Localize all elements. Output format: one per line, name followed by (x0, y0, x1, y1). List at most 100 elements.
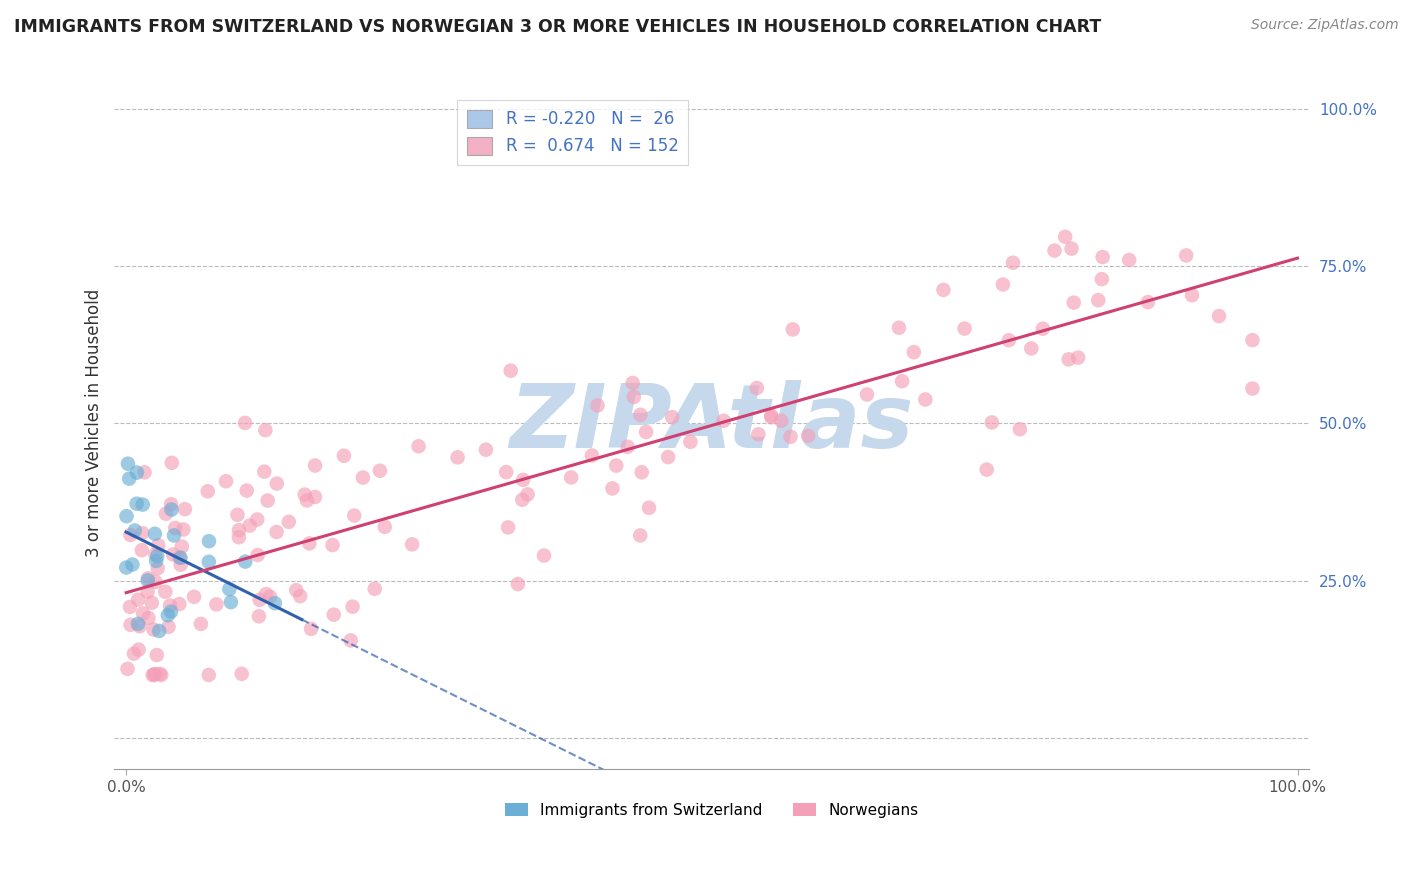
Point (165, 521, 187, 535)
Point (134, 466, 156, 480)
Point (160, 456, 183, 470)
Point (198, 534, 221, 549)
Point (122, 647, 145, 661)
Point (623, 390, 645, 404)
Point (621, 376, 644, 390)
Point (127, 616, 149, 631)
Point (342, 599, 364, 614)
Point (605, 458, 627, 473)
Point (163, 528, 186, 542)
Point (190, 616, 212, 631)
Point (1054, 230, 1077, 244)
Point (266, 524, 288, 539)
Point (856, 387, 879, 401)
Point (304, 458, 326, 473)
Point (998, 333, 1021, 347)
Point (797, 429, 820, 443)
Point (142, 668, 165, 682)
Point (256, 493, 278, 508)
Point (602, 482, 624, 496)
Point (560, 470, 582, 484)
Point (131, 498, 153, 512)
Point (228, 530, 250, 544)
Point (124, 524, 146, 538)
Point (1032, 321, 1054, 335)
Point (285, 583, 308, 598)
Point (408, 439, 430, 453)
Point (496, 520, 519, 534)
Point (304, 490, 326, 504)
Point (914, 392, 936, 407)
Point (246, 512, 269, 526)
Point (1001, 256, 1024, 270)
Point (239, 518, 262, 533)
Point (121, 558, 143, 572)
Point (259, 590, 281, 604)
Point (343, 508, 366, 523)
Point (120, 617, 142, 632)
Point (115, 560, 138, 574)
Point (254, 587, 277, 601)
Point (136, 584, 159, 599)
Point (953, 321, 976, 335)
Point (169, 550, 191, 565)
Point (235, 483, 257, 498)
Point (1241, 382, 1264, 396)
Legend: Immigrants from Switzerland, Norwegians: Immigrants from Switzerland, Norwegians (499, 797, 925, 824)
Point (533, 549, 555, 563)
Point (160, 497, 183, 511)
Point (630, 465, 652, 479)
Point (770, 414, 793, 428)
Point (128, 642, 150, 657)
Point (1091, 272, 1114, 286)
Point (363, 582, 385, 596)
Point (1067, 351, 1090, 365)
Point (679, 434, 702, 449)
Point (339, 633, 361, 648)
Point (198, 555, 221, 569)
Point (761, 409, 783, 423)
Point (516, 487, 538, 501)
Point (183, 590, 205, 604)
Point (143, 668, 166, 682)
Point (661, 410, 683, 425)
Point (145, 548, 167, 562)
Point (169, 558, 191, 572)
Point (266, 476, 288, 491)
Point (156, 608, 179, 623)
Point (138, 611, 160, 625)
Point (128, 619, 150, 633)
Point (290, 589, 312, 603)
Point (1091, 250, 1114, 264)
Point (146, 561, 169, 575)
Point (115, 509, 138, 524)
Point (745, 381, 768, 395)
Point (295, 493, 318, 508)
Point (148, 624, 170, 638)
Point (160, 502, 183, 516)
Point (1060, 242, 1083, 256)
Point (932, 283, 955, 297)
Point (233, 555, 256, 569)
Point (219, 595, 242, 609)
Point (980, 416, 1002, 430)
Point (169, 550, 191, 565)
Point (903, 345, 925, 359)
Point (976, 462, 998, 476)
Point (1021, 342, 1043, 356)
Point (148, 538, 170, 552)
Point (146, 648, 169, 662)
Point (1087, 293, 1109, 308)
Point (446, 450, 468, 465)
Point (145, 574, 167, 589)
Point (143, 667, 166, 681)
Point (136, 574, 159, 588)
Point (155, 507, 177, 521)
Point (401, 537, 423, 551)
Point (120, 528, 142, 542)
Point (172, 523, 194, 537)
Point (117, 662, 139, 676)
Point (127, 592, 149, 607)
Point (215, 475, 238, 489)
Point (117, 457, 139, 471)
